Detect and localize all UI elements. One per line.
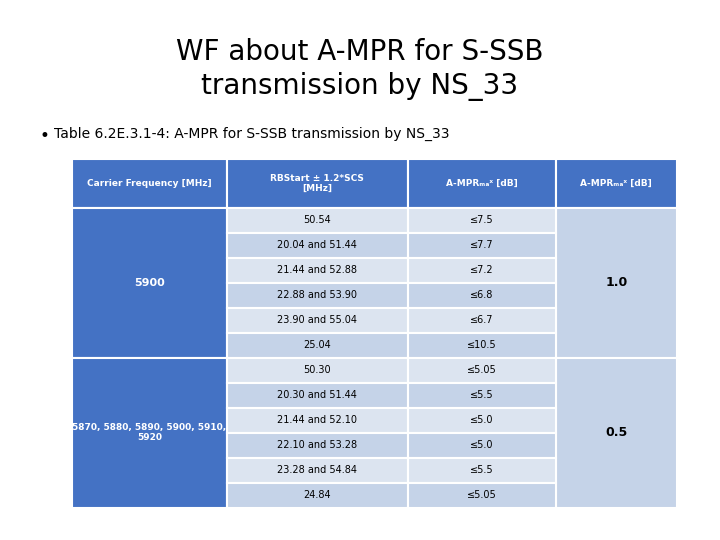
Text: 1.0: 1.0: [606, 276, 627, 289]
Text: ≤6.8: ≤6.8: [470, 291, 494, 300]
Text: WF about A-MPR for S-SSB
transmission by NS_33: WF about A-MPR for S-SSB transmission by…: [176, 38, 544, 102]
Text: 24.84: 24.84: [303, 490, 331, 500]
Text: 23.28 and 54.84: 23.28 and 54.84: [277, 465, 357, 475]
Text: A-MPRₘₐˣ [dB]: A-MPRₘₐˣ [dB]: [580, 179, 652, 188]
Text: 22.88 and 53.90: 22.88 and 53.90: [277, 291, 357, 300]
Text: ≤7.7: ≤7.7: [470, 240, 494, 251]
Text: 5900: 5900: [134, 278, 165, 288]
Text: 0.5: 0.5: [606, 426, 627, 439]
Text: ≤5.05: ≤5.05: [467, 365, 497, 375]
Text: 5870, 5880, 5890, 5900, 5910,
5920: 5870, 5880, 5890, 5900, 5910, 5920: [72, 423, 226, 442]
Text: 20.04 and 51.44: 20.04 and 51.44: [277, 240, 357, 251]
Text: ≤5.0: ≤5.0: [470, 415, 494, 425]
Text: 25.04: 25.04: [303, 340, 331, 350]
Text: 50.30: 50.30: [303, 365, 331, 375]
Text: 50.54: 50.54: [303, 215, 331, 225]
Text: Table 6.2E.3.1-4: A-MPR for S-SSB transmission by NS_33: Table 6.2E.3.1-4: A-MPR for S-SSB transm…: [54, 127, 449, 141]
Text: 21.44 and 52.88: 21.44 and 52.88: [277, 265, 357, 275]
Text: RBStart ± 1.2*SCS
[MHz]: RBStart ± 1.2*SCS [MHz]: [270, 174, 364, 193]
Text: ≤5.5: ≤5.5: [470, 390, 494, 400]
Text: ≤5.05: ≤5.05: [467, 490, 497, 500]
Text: ≤5.5: ≤5.5: [470, 465, 494, 475]
Text: ≤6.7: ≤6.7: [470, 315, 494, 325]
Text: ≤7.5: ≤7.5: [470, 215, 494, 225]
Text: A-MPRₘₐˣ [dB]: A-MPRₘₐˣ [dB]: [446, 179, 518, 188]
Text: ≤10.5: ≤10.5: [467, 340, 497, 350]
Text: ≤7.2: ≤7.2: [470, 265, 494, 275]
Text: 22.10 and 53.28: 22.10 and 53.28: [277, 440, 357, 450]
Text: •: •: [40, 127, 50, 145]
Text: 21.44 and 52.10: 21.44 and 52.10: [277, 415, 357, 425]
Text: 23.90 and 55.04: 23.90 and 55.04: [277, 315, 357, 325]
Text: 20.30 and 51.44: 20.30 and 51.44: [277, 390, 357, 400]
Text: Carrier Frequency [MHz]: Carrier Frequency [MHz]: [87, 179, 212, 188]
Text: ≤5.0: ≤5.0: [470, 440, 494, 450]
